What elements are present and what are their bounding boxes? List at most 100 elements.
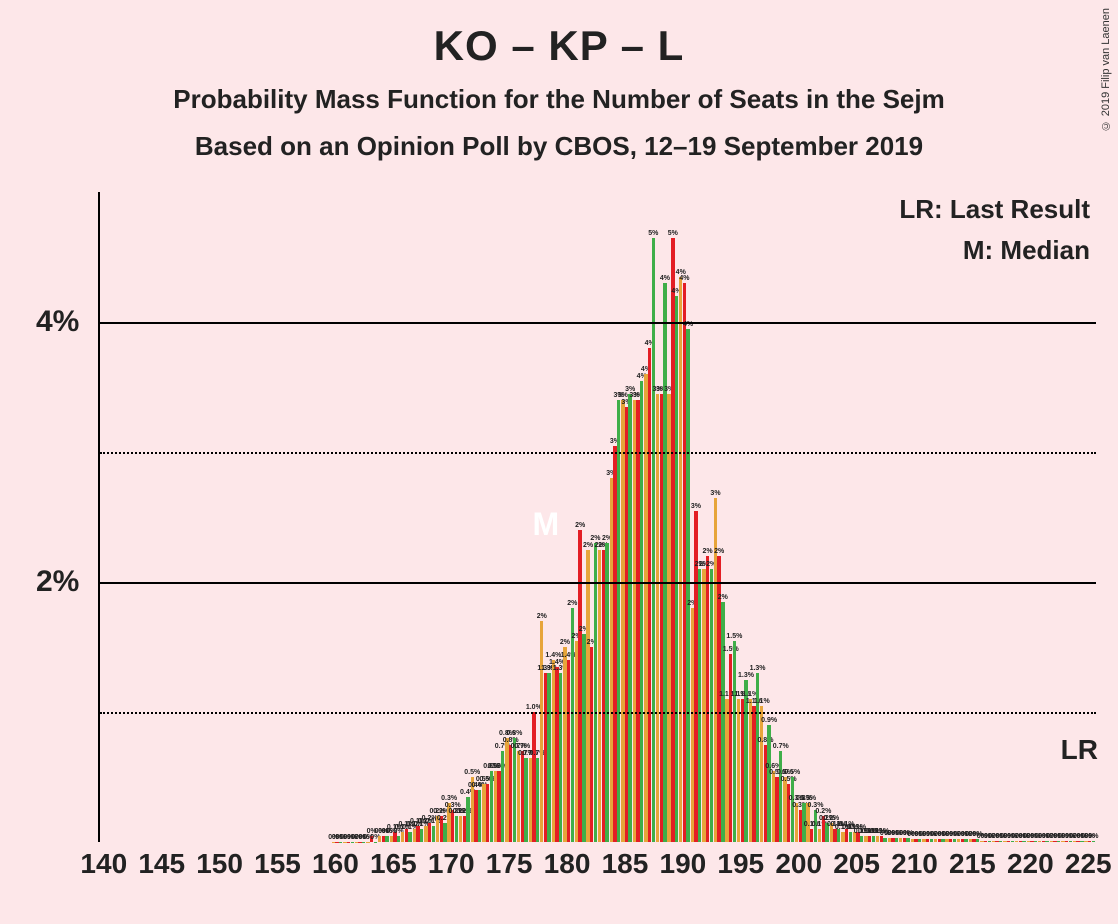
bar: 4% xyxy=(663,283,666,842)
bar-group: 3%3%4% xyxy=(633,192,645,842)
bar: 4% xyxy=(686,329,689,843)
x-tick-label: 200 xyxy=(775,848,822,880)
bar-group: 0.1%0.1%0.1% xyxy=(864,192,876,842)
bar-group: 2%2%2% xyxy=(586,192,598,842)
bar-group: 2%2%2% xyxy=(575,192,587,842)
bar: 0% xyxy=(988,841,991,842)
chart-title: KO – KP – L xyxy=(0,22,1118,70)
bar: 0.7% xyxy=(524,758,527,843)
bar-group: 0%0.1%0% xyxy=(390,192,402,842)
bar-value-label: 2% xyxy=(560,639,570,646)
bar-value-label: 2% xyxy=(537,613,547,620)
bar: 0% xyxy=(1069,841,1072,842)
bar: 0% xyxy=(1092,841,1095,842)
plot-area: 0%0%0%0%0%0%0%0%0%0%0%0%0%0%0%0%0.1%0%0.… xyxy=(98,192,1094,842)
bar-group: 0.3%0.1%0.3% xyxy=(806,192,818,842)
bar-group: 0.1%0.1%0.1% xyxy=(413,192,425,842)
bar: 5% xyxy=(652,238,655,843)
bar: 0% xyxy=(918,839,921,842)
bar: 2% xyxy=(582,634,585,842)
bar-value-label: 2% xyxy=(583,542,593,549)
bar-group: 0.1%0.1%0% xyxy=(876,192,888,842)
bar-value-label: 0% xyxy=(1088,833,1098,840)
bar: 0.1% xyxy=(420,829,423,842)
bar: 4% xyxy=(640,381,643,843)
bar: 0.7% xyxy=(536,758,539,843)
x-tick-label: 215 xyxy=(949,848,996,880)
y-tick-label: 4% xyxy=(36,305,79,339)
x-tick-label: 205 xyxy=(833,848,880,880)
x-tick-label: 170 xyxy=(428,848,475,880)
bar-group: 2%1.4%2% xyxy=(563,192,575,842)
median-marker: M xyxy=(533,506,560,543)
bar-group: 1.1%1.5%1.5% xyxy=(725,192,737,842)
bar-group: 0%0%0% xyxy=(1050,192,1062,842)
bar-value-label: 3% xyxy=(710,490,720,497)
bar-group: 0%0%0% xyxy=(957,192,969,842)
bar-group: 0.2%0.1%0.1% xyxy=(830,192,842,842)
x-tick-label: 155 xyxy=(254,848,301,880)
bar: 0.1% xyxy=(408,832,411,842)
x-tick-label: 140 xyxy=(80,848,127,880)
bar-group: 0%0%0% xyxy=(922,192,934,842)
bar-group: 1.1%0.8%0.9% xyxy=(760,192,772,842)
x-tick-label: 185 xyxy=(602,848,649,880)
bar-group: 0%0%0% xyxy=(1038,192,1050,842)
bar: 0.4% xyxy=(466,797,469,843)
bar-group: 2%2%2% xyxy=(598,192,610,842)
bar: 2% xyxy=(594,543,597,842)
bar-group: 0%0%0% xyxy=(1015,192,1027,842)
bar-group: 1.1%1.1%1.3% xyxy=(737,192,749,842)
bar-value-label: 4% xyxy=(679,275,689,282)
bar: 3% xyxy=(628,394,631,843)
bar: 0% xyxy=(953,839,956,842)
x-tick-label: 180 xyxy=(544,848,591,880)
gridline xyxy=(100,322,1096,324)
bar: 0% xyxy=(1057,841,1060,842)
x-tick-label: 160 xyxy=(312,848,359,880)
x-tick-label: 145 xyxy=(138,848,185,880)
bar: 0% xyxy=(1011,841,1014,842)
bar-group: 0.7%0.7%0.7% xyxy=(517,192,529,842)
bar: 0.6% xyxy=(490,771,493,843)
bar-value-label: 2% xyxy=(575,522,585,529)
bar: 0% xyxy=(385,836,388,843)
bar-group: 0%0%0% xyxy=(934,192,946,842)
bar: 0% xyxy=(1045,841,1048,842)
bar-group: 1.1%1.1%1.3% xyxy=(749,192,761,842)
bar-group: 0.2%0.2%0.4% xyxy=(459,192,471,842)
bar-group: 0.1%0.1%0.1% xyxy=(401,192,413,842)
bar-group: 0%0%0% xyxy=(945,192,957,842)
bar-value-label: 1.1% xyxy=(754,698,770,705)
bar: 0.2% xyxy=(455,816,458,842)
bar-group: 3%2%2% xyxy=(714,192,726,842)
bar-value-label: 2% xyxy=(702,548,712,555)
x-tick-label: 165 xyxy=(370,848,417,880)
x-tick-label: 210 xyxy=(891,848,938,880)
bar-group: 0.3%0.3%0.3% xyxy=(795,192,807,842)
bar-group: 0.1%0.1%0.1% xyxy=(841,192,853,842)
bar: 0.1% xyxy=(432,826,435,842)
x-tick-label: 225 xyxy=(1065,848,1112,880)
bar-group: 0.1%0.2%0.1% xyxy=(424,192,436,842)
bar: 4% xyxy=(675,296,678,842)
bar-group: 2%3%2% xyxy=(691,192,703,842)
gridline xyxy=(100,712,1096,714)
copyright-text: © 2019 Filip van Laenen xyxy=(1100,8,1112,131)
bar: 3% xyxy=(617,400,620,842)
bars-container: 0%0%0%0%0%0%0%0%0%0%0%0%0%0%0%0%0.1%0%0.… xyxy=(100,192,1096,842)
x-tick-label: 150 xyxy=(196,848,243,880)
bar: 2% xyxy=(698,569,701,842)
bar: 0% xyxy=(964,839,967,842)
bar-group: 3%3%3% xyxy=(610,192,622,842)
bar: 2% xyxy=(710,569,713,842)
bar: 2% xyxy=(721,602,724,843)
bar: 2% xyxy=(605,543,608,842)
bar-group: 0.5%0.4%0.4% xyxy=(471,192,483,842)
bar-group: 2%2%2% xyxy=(702,192,714,842)
bar: 1.5% xyxy=(733,641,736,843)
bar-group: 0.5%0.5%0.5% xyxy=(783,192,795,842)
bar: 0% xyxy=(351,842,354,843)
bar: 0.1% xyxy=(849,832,852,842)
title-block: KO – KP – L Probability Mass Function fo… xyxy=(0,0,1118,162)
